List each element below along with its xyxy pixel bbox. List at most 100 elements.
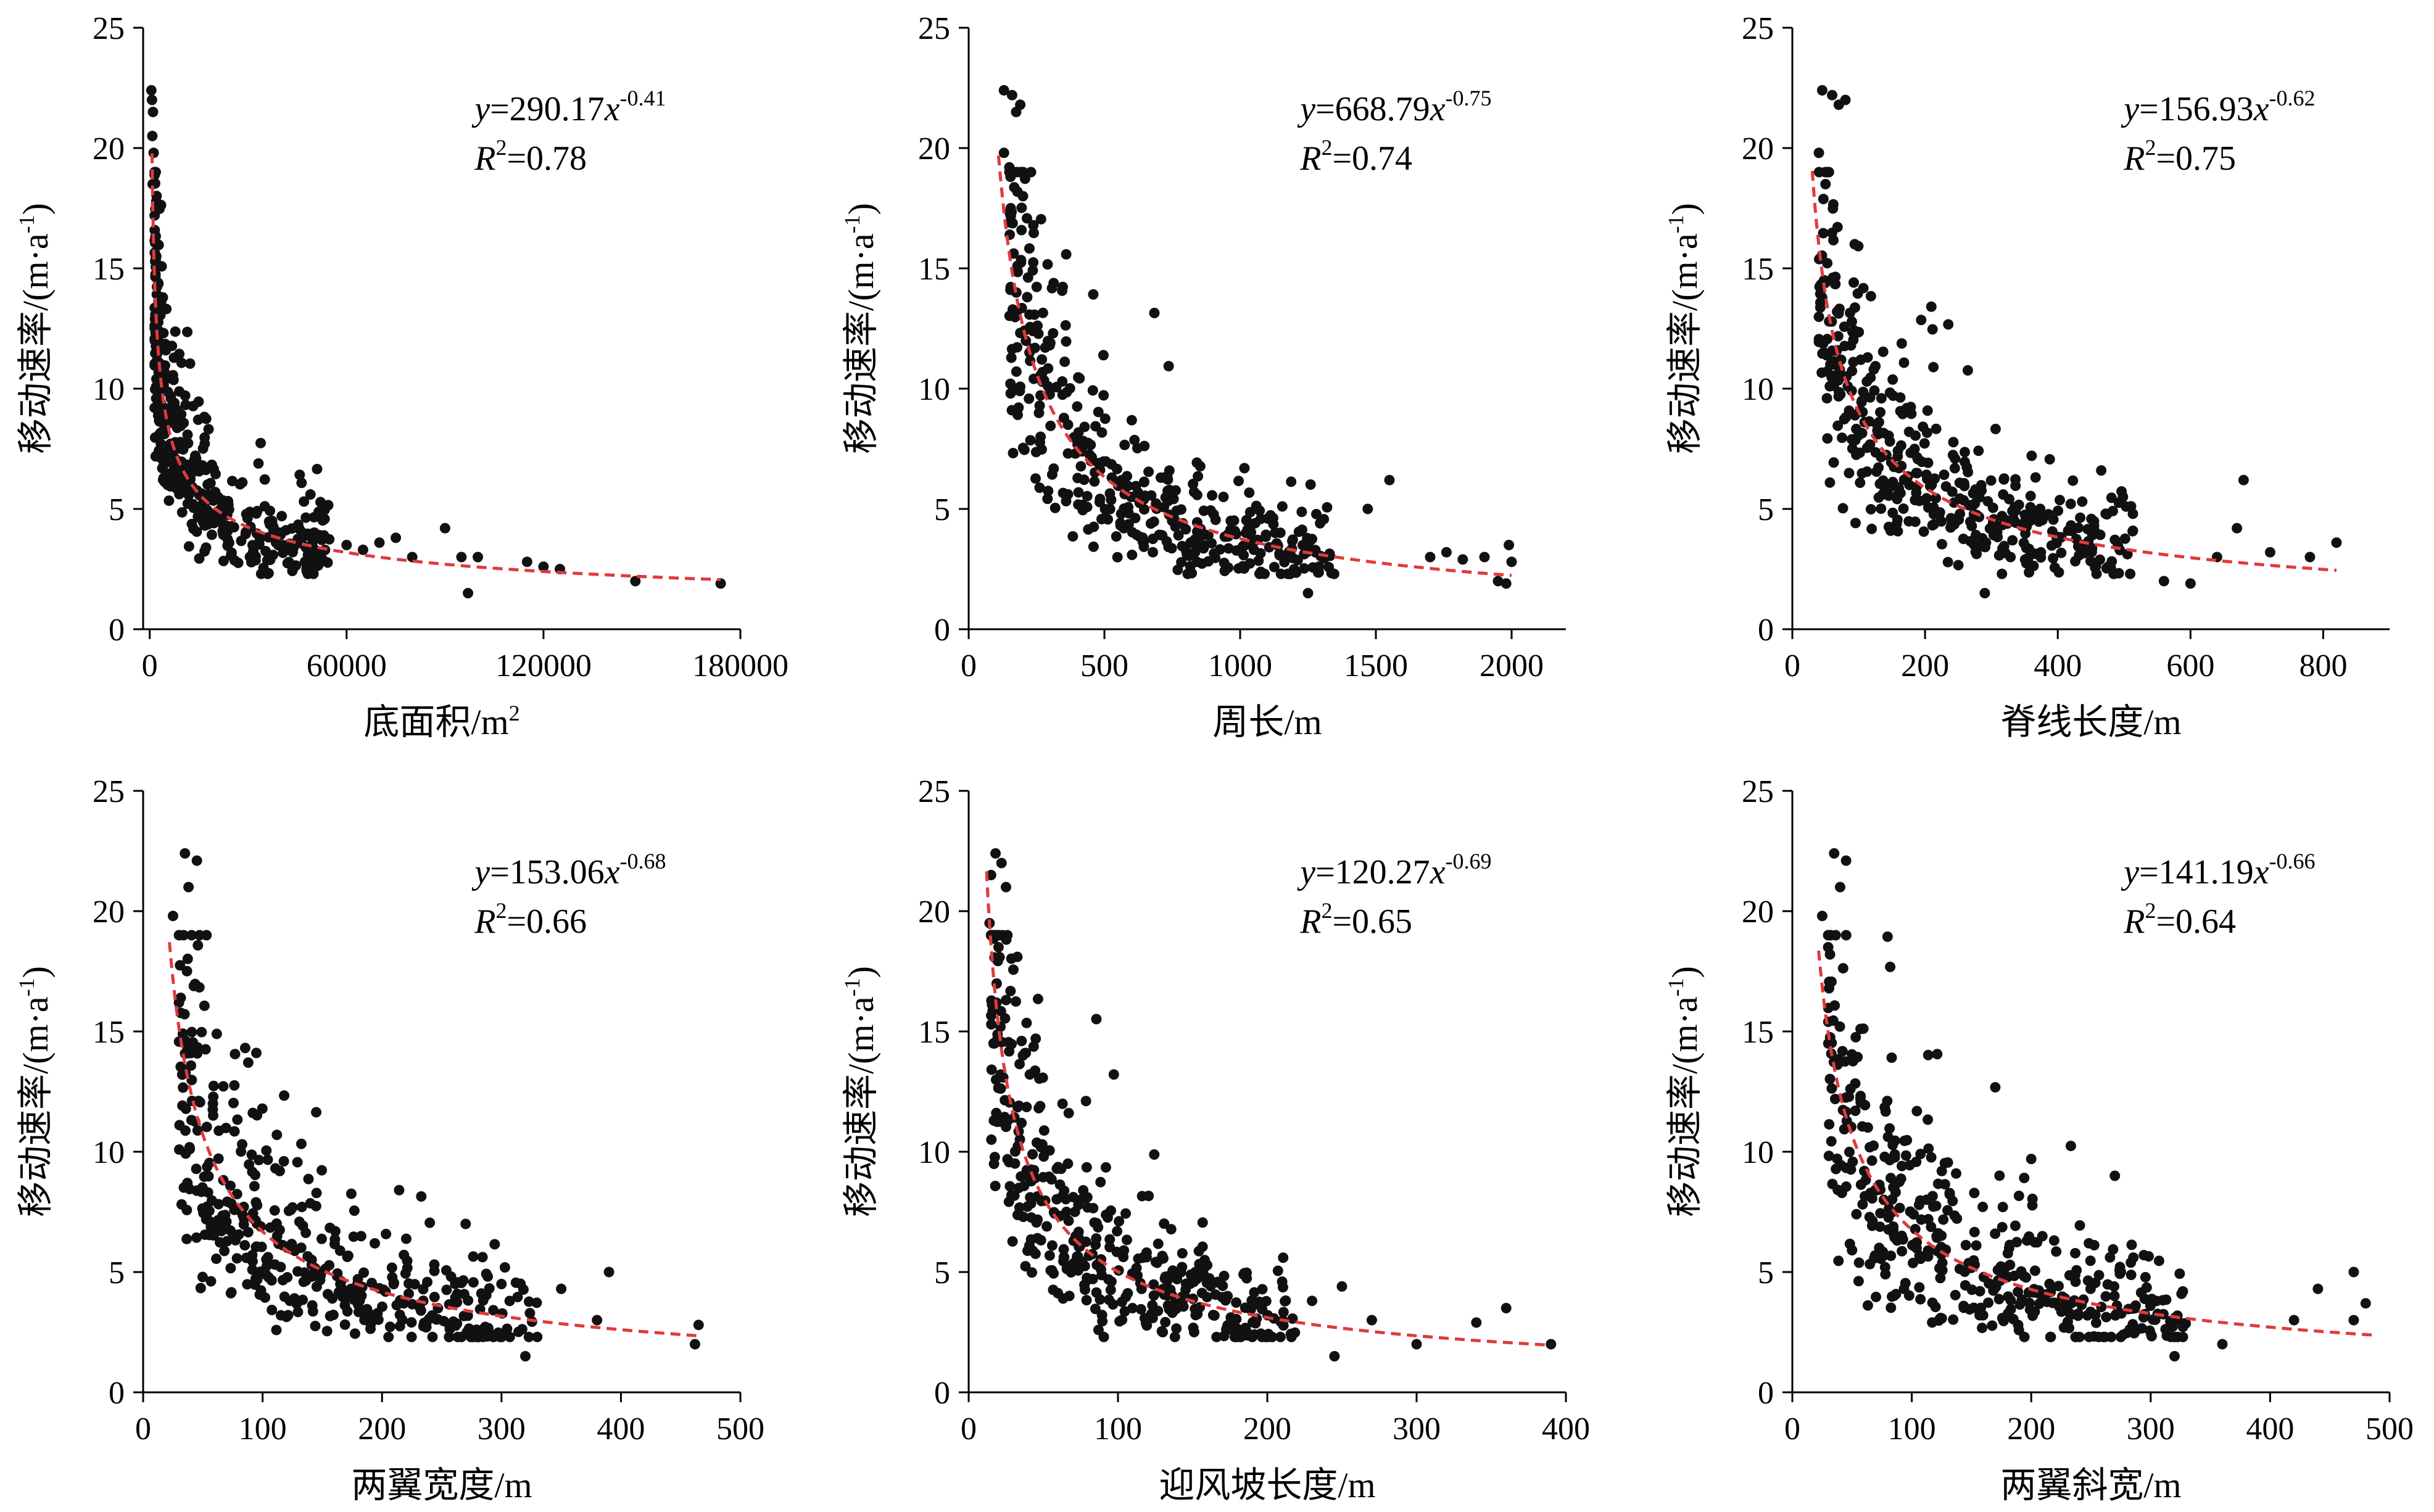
scatter-point (2146, 1331, 2157, 1342)
scatter-point (1095, 1176, 1106, 1188)
scatter-point (181, 1204, 192, 1215)
scatter-point (1911, 1237, 1923, 1248)
scatter-point (1880, 1269, 1891, 1280)
scatter-point (346, 1283, 357, 1294)
scatter-point (301, 563, 312, 574)
scatter-point (353, 1307, 364, 1318)
scatter-point (1241, 1267, 1252, 1278)
scatter-point (312, 548, 323, 559)
scatter-point (2051, 1246, 2062, 1257)
scatter-point (166, 453, 177, 464)
scatter-point (1223, 543, 1234, 554)
x-tick-label: 0 (961, 1411, 977, 1447)
x-tick-label: 60000 (307, 648, 387, 684)
scatter-point (321, 1326, 333, 1337)
scatter-point (1016, 255, 1027, 266)
scatter-point (230, 1049, 241, 1060)
scatter-point (1832, 221, 1843, 233)
scatter-point (311, 1107, 322, 1118)
scatter-point (1278, 1320, 1289, 1331)
scatter-point (1156, 1326, 1167, 1337)
scatter-point (1441, 547, 1452, 558)
scatter-point (1818, 275, 1829, 286)
scatter-point (1923, 1049, 1934, 1060)
x-tick-label: 0 (1784, 648, 1800, 684)
scatter-point (1210, 552, 1221, 563)
scatter-point (1067, 531, 1078, 542)
scatter-point (2086, 547, 2097, 558)
scatter-point (342, 1306, 353, 1317)
scatter-point (407, 1299, 418, 1310)
scatter-point (1035, 1141, 1046, 1152)
scatter-point (1241, 514, 1252, 526)
scatter-point (504, 1331, 515, 1342)
scatter-point (1982, 496, 1993, 507)
scatter-point (329, 1239, 340, 1250)
scatter-point (242, 1057, 254, 1068)
scatter-point (1130, 481, 1141, 492)
scatter-point (1078, 474, 1090, 485)
y-tick-label: 15 (93, 252, 125, 287)
scatter-point (1255, 548, 1266, 559)
scatter-point (1844, 468, 1855, 479)
scatter-point (2013, 1286, 2024, 1297)
scatter-point (1257, 1303, 1268, 1315)
y-axis-label: 移动速率/(m·a-1) (840, 203, 881, 454)
scatter-point (1011, 366, 1022, 377)
scatter-point (2066, 1297, 2077, 1308)
scatter-point (1160, 1316, 1171, 1328)
scatter-point (1832, 331, 1844, 342)
scatter-point (305, 489, 316, 500)
scatter-point (242, 1226, 254, 1237)
scatter-point (2130, 1300, 2141, 1311)
scatter-point (1880, 1106, 1891, 1117)
scatter-point (1165, 1284, 1176, 1295)
scatter-point (1162, 495, 1174, 506)
scatter-point (183, 541, 194, 552)
scatter-point (1078, 1184, 1089, 1196)
scatter-point (1210, 514, 1221, 526)
scatter-point (276, 511, 288, 522)
scatter-point (1058, 1244, 1069, 1255)
scatter-point (173, 420, 184, 431)
scatter-point (1949, 463, 1960, 474)
scatter-point (1156, 529, 1167, 540)
scatter-point (1887, 374, 1898, 385)
scatter-point (1037, 1072, 1048, 1083)
scatter-point (279, 1090, 290, 1101)
scatter-point (2158, 576, 2169, 587)
scatter-point (173, 386, 184, 397)
scatter-point (1016, 202, 1027, 213)
scatter-point (267, 1304, 278, 1315)
x-tick-label: 1500 (1344, 648, 1408, 684)
scatter-point (1103, 1274, 1114, 1285)
scatter-point (1042, 258, 1053, 270)
x-tick-label: 200 (1243, 1411, 1291, 1447)
scatter-point (222, 534, 233, 545)
scatter-point (1031, 281, 1042, 292)
scatter-point (1926, 1152, 1937, 1163)
scatter-point (2026, 450, 2037, 461)
scatter-point (252, 1274, 263, 1285)
scatter-point (1823, 930, 1834, 941)
scatter-point (313, 529, 325, 540)
scatter-point (693, 1320, 704, 1331)
scatter-point (1048, 278, 1059, 289)
scatter-point (1004, 1181, 1016, 1192)
scatter-point (1892, 526, 1903, 537)
scatter-point (155, 199, 167, 210)
scatter-point (1008, 447, 1019, 458)
scatter-point (1931, 423, 1942, 434)
scatter-point (1998, 473, 2010, 484)
scatter-point (2090, 1278, 2101, 1289)
scatter-point (1990, 1082, 2001, 1093)
scatter-point (1911, 468, 1922, 479)
scatter-point (1114, 1216, 1125, 1227)
scatter-point (1979, 588, 1990, 598)
scatter-point (296, 1202, 307, 1213)
scatter-point (1079, 1260, 1090, 1271)
fit-equation: y=290.17x-0.41 (471, 86, 666, 128)
x-tick-label: 100 (239, 1411, 287, 1447)
scatter-point (1095, 1294, 1106, 1305)
scatter-point (2108, 1244, 2119, 1255)
